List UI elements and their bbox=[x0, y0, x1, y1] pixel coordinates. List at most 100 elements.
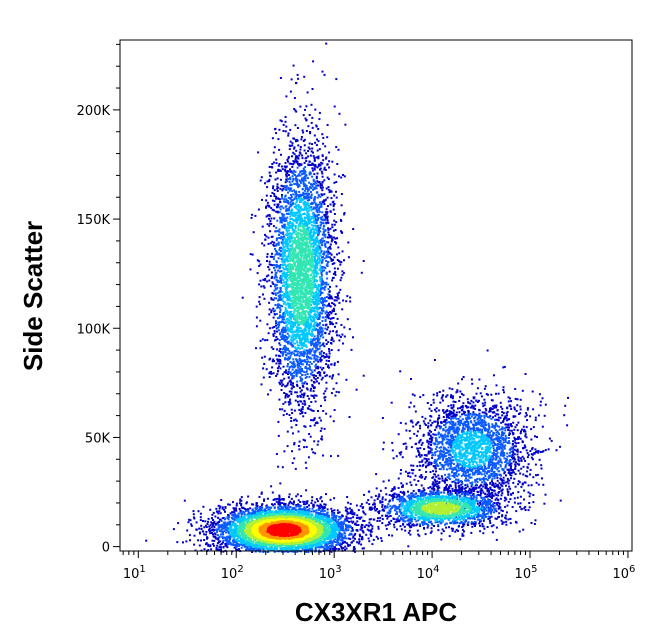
data-point bbox=[272, 316, 275, 319]
data-point bbox=[281, 189, 284, 192]
data-point bbox=[233, 509, 236, 512]
data-point bbox=[224, 517, 226, 520]
data-point bbox=[482, 514, 485, 517]
data-point bbox=[333, 203, 336, 205]
data-point bbox=[190, 523, 193, 526]
data-point bbox=[308, 114, 311, 116]
data-point bbox=[379, 489, 382, 492]
data-point bbox=[315, 220, 318, 223]
data-point bbox=[295, 424, 298, 426]
data-point bbox=[341, 270, 344, 273]
data-point bbox=[325, 271, 328, 274]
data-point bbox=[333, 173, 336, 176]
data-point bbox=[301, 154, 304, 157]
data-point bbox=[517, 463, 520, 466]
data-point bbox=[320, 350, 323, 353]
data-point bbox=[512, 446, 514, 449]
data-point bbox=[258, 265, 261, 267]
data-point bbox=[447, 489, 449, 492]
data-point bbox=[313, 344, 316, 347]
data-point bbox=[188, 534, 191, 537]
data-point bbox=[344, 548, 346, 551]
data-point bbox=[307, 355, 310, 358]
data-point bbox=[355, 388, 358, 391]
data-point bbox=[529, 450, 532, 452]
data-point bbox=[306, 502, 309, 505]
data-point bbox=[375, 487, 378, 490]
data-point bbox=[509, 473, 512, 476]
data-point bbox=[279, 296, 281, 299]
data-point bbox=[317, 371, 320, 374]
data-point bbox=[310, 341, 313, 344]
data-point bbox=[262, 278, 265, 281]
data-point bbox=[289, 176, 292, 179]
data-point bbox=[322, 410, 325, 412]
data-point bbox=[273, 550, 276, 553]
data-point bbox=[313, 173, 316, 176]
data-point bbox=[423, 520, 426, 523]
data-point bbox=[305, 152, 308, 155]
data-point bbox=[305, 192, 308, 195]
data-point bbox=[337, 518, 340, 521]
data-point bbox=[402, 520, 405, 523]
data-point bbox=[518, 481, 521, 484]
data-point bbox=[316, 376, 319, 379]
data-point bbox=[523, 489, 526, 492]
data-point bbox=[238, 502, 241, 505]
data-point bbox=[435, 492, 438, 495]
data-point bbox=[336, 334, 338, 337]
data-point bbox=[332, 330, 335, 333]
data-point bbox=[294, 399, 297, 402]
data-point bbox=[454, 530, 457, 533]
data-point bbox=[329, 203, 332, 206]
data-point bbox=[340, 520, 343, 523]
data-point bbox=[285, 200, 288, 203]
data-point bbox=[417, 533, 420, 536]
data-point bbox=[354, 523, 356, 526]
data-point bbox=[288, 162, 291, 165]
data-point bbox=[220, 533, 222, 536]
data-point bbox=[382, 441, 385, 444]
data-point bbox=[447, 485, 450, 488]
data-point bbox=[517, 436, 519, 439]
data-point bbox=[336, 317, 339, 320]
data-point bbox=[306, 506, 309, 508]
data-point bbox=[278, 290, 281, 293]
data-point bbox=[525, 426, 528, 429]
data-point bbox=[251, 509, 254, 512]
data-point bbox=[238, 548, 241, 551]
data-point bbox=[342, 271, 345, 274]
data-point bbox=[533, 523, 536, 525]
data-point bbox=[519, 398, 522, 401]
data-point bbox=[314, 207, 316, 210]
data-point bbox=[327, 283, 330, 286]
data-point bbox=[402, 500, 405, 502]
data-point bbox=[502, 366, 505, 369]
data-point bbox=[325, 264, 328, 267]
data-point bbox=[275, 313, 278, 315]
data-point bbox=[360, 538, 363, 541]
data-point bbox=[299, 353, 302, 356]
data-point bbox=[232, 501, 234, 504]
data-point bbox=[298, 179, 301, 182]
data-point bbox=[302, 131, 305, 134]
data-point bbox=[419, 523, 422, 526]
data-point bbox=[376, 498, 379, 500]
data-point bbox=[517, 483, 520, 486]
data-point bbox=[332, 317, 335, 319]
data-point bbox=[297, 173, 300, 176]
data-point bbox=[262, 547, 265, 550]
data-point bbox=[438, 468, 441, 470]
data-point bbox=[299, 372, 302, 375]
data-point bbox=[284, 331, 287, 333]
data-point bbox=[317, 507, 320, 510]
data-point bbox=[277, 420, 280, 423]
data-point bbox=[350, 530, 353, 533]
data-point bbox=[323, 240, 326, 242]
data-point bbox=[338, 260, 340, 263]
data-point bbox=[281, 502, 284, 505]
data-point bbox=[315, 357, 318, 360]
data-point bbox=[172, 528, 175, 531]
data-point bbox=[484, 485, 487, 488]
data-point bbox=[319, 497, 322, 500]
